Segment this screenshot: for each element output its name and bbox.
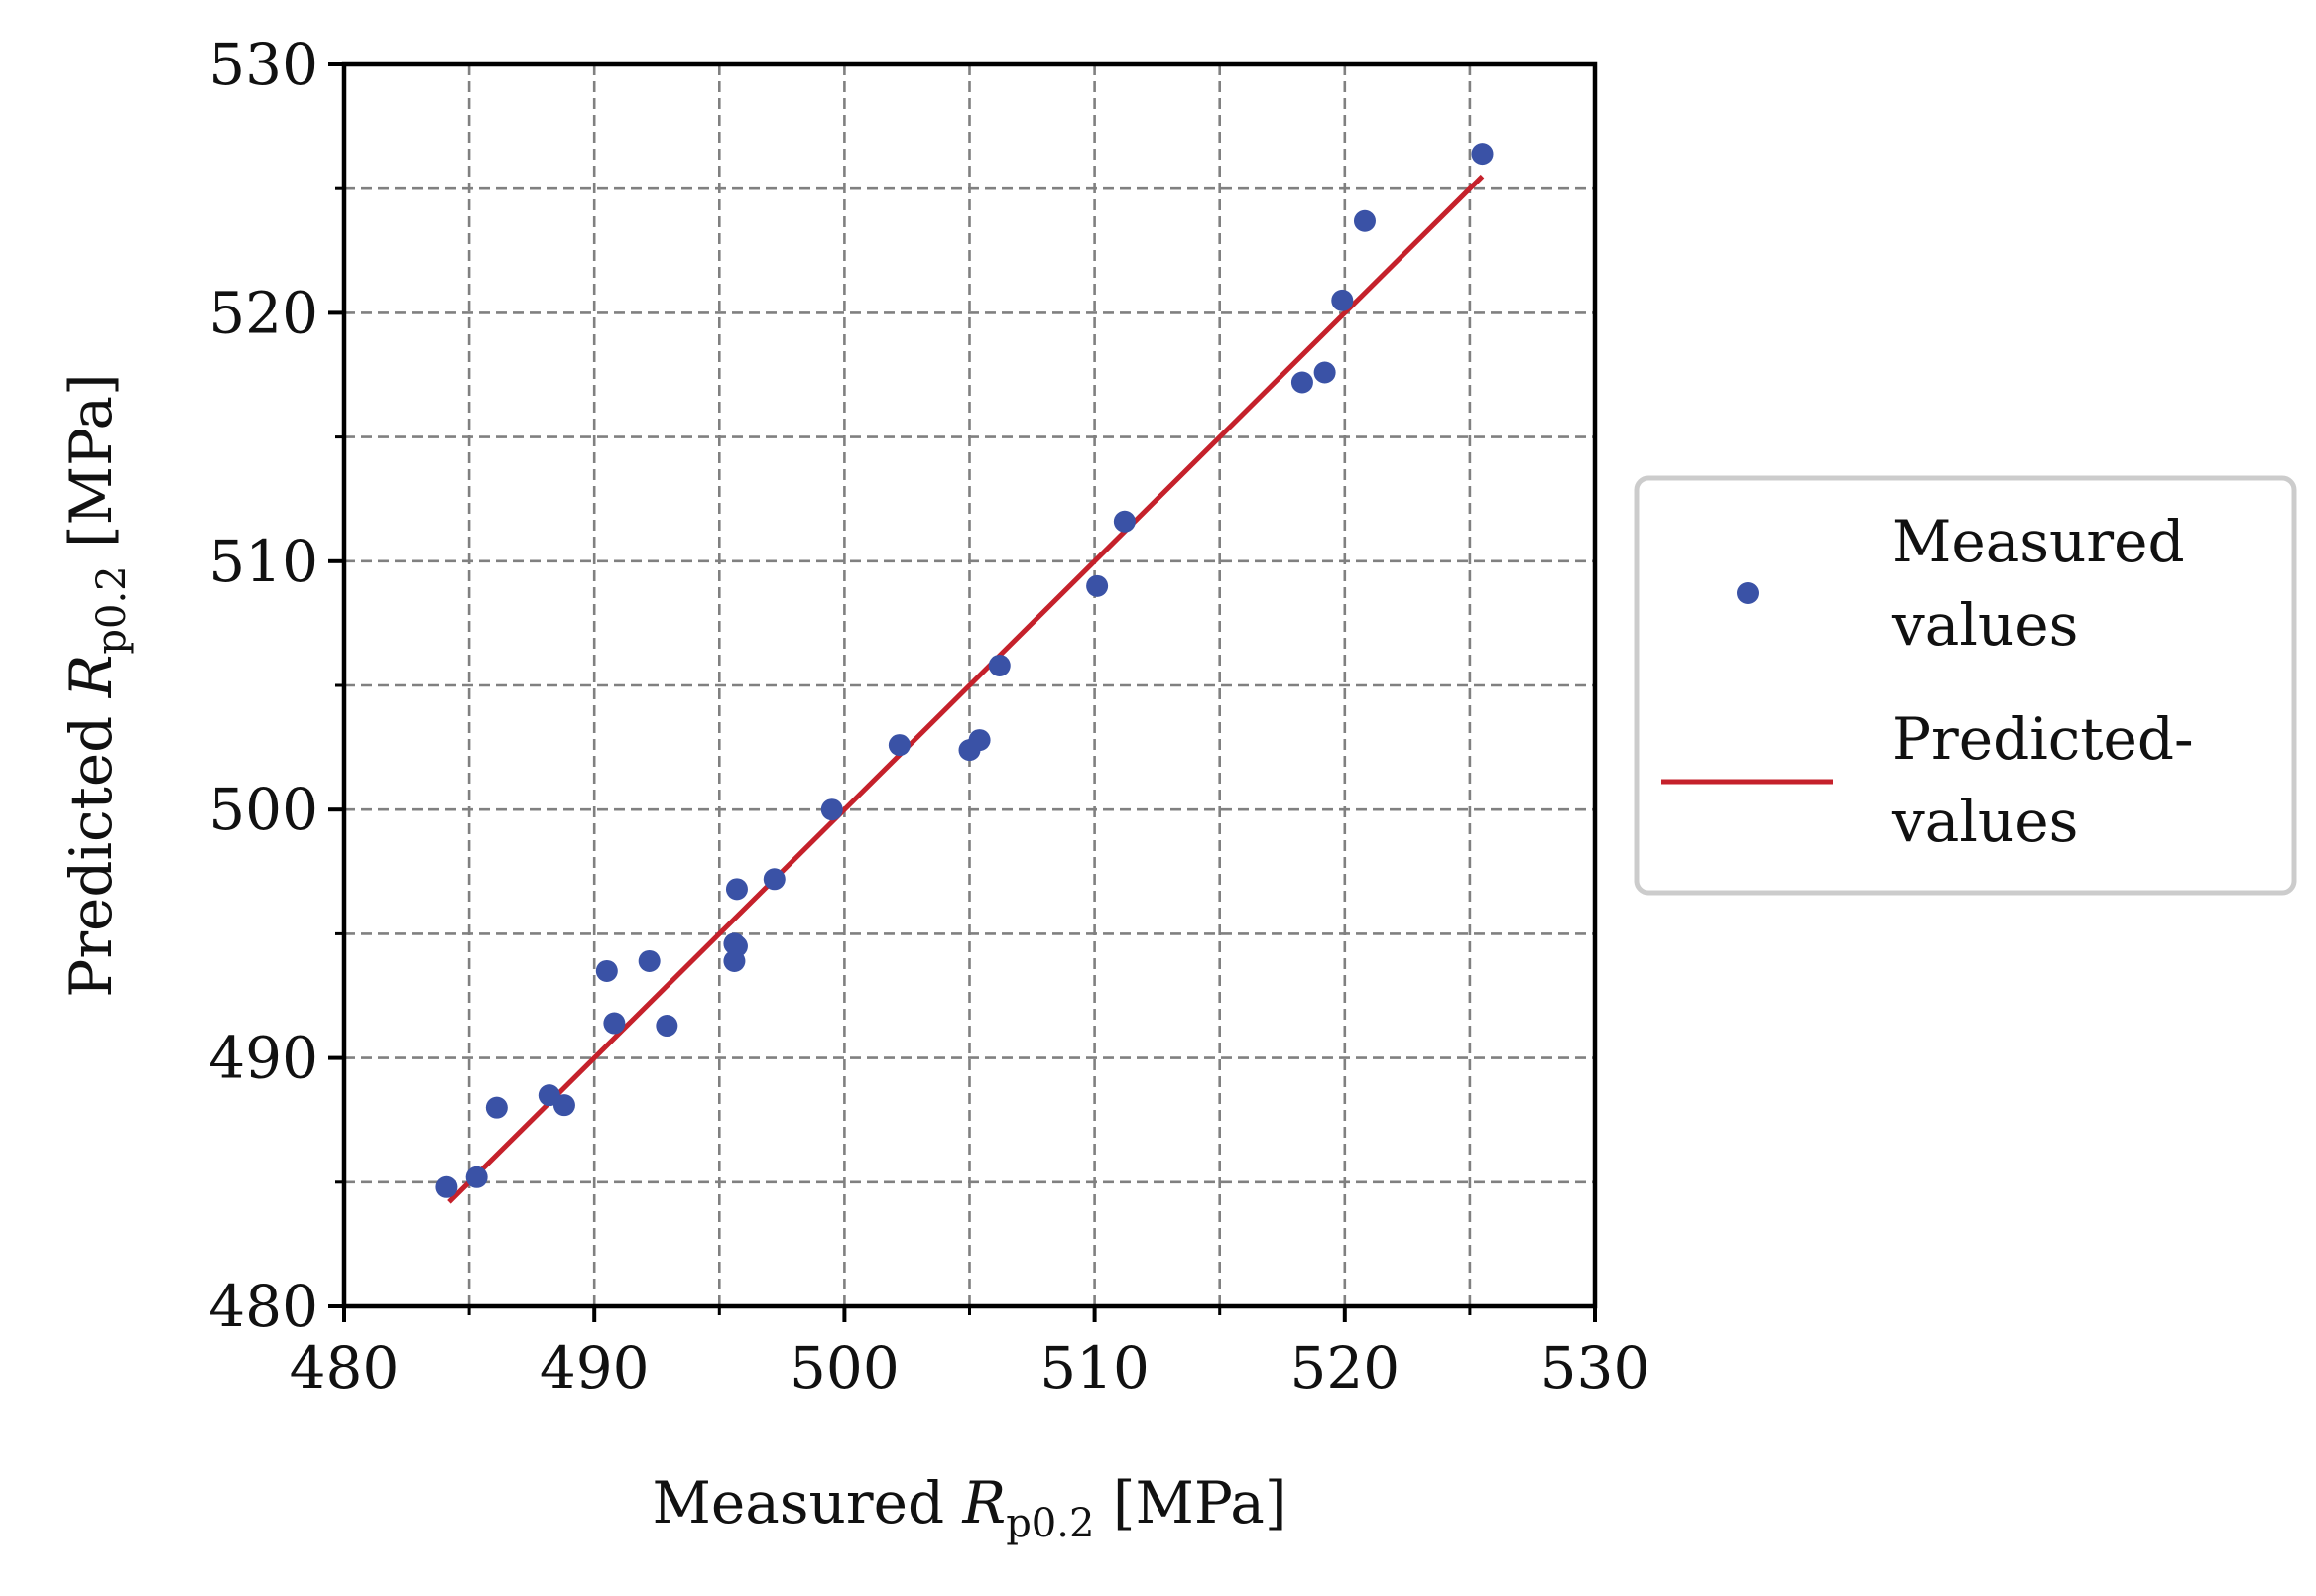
legend-box (1634, 475, 2297, 896)
legend-label-predicted: Predicted- values (1891, 705, 2212, 855)
data-point (988, 654, 1011, 676)
data-point (725, 934, 748, 957)
y-tick-label: 510 (208, 528, 318, 595)
data-point (763, 868, 786, 891)
data-point (595, 959, 618, 982)
data-point (638, 949, 661, 972)
data-point (1113, 510, 1136, 533)
data-point (725, 878, 748, 901)
data-point (485, 1096, 508, 1119)
fit-line-layer (447, 174, 1485, 1204)
x-tick-label: 490 (540, 1334, 650, 1402)
y-tick-label: 480 (208, 1273, 318, 1340)
grid (344, 64, 1595, 1306)
data-point (465, 1166, 488, 1188)
legend: Measured values Predicted- values (1634, 475, 2297, 896)
x-tick-label: 530 (1540, 1334, 1650, 1402)
x-tick-label: 510 (1039, 1334, 1150, 1402)
y-axis-title: Predicted Rp0.2 [MPa] (58, 373, 135, 997)
data-point (603, 1012, 626, 1035)
data-point (656, 1015, 678, 1038)
y-tick-label: 500 (208, 776, 318, 843)
x-tick-label: 520 (1289, 1334, 1400, 1402)
data-point (968, 729, 991, 752)
x-tick-label: 500 (790, 1334, 900, 1402)
data-point (1331, 289, 1354, 311)
data-point (1086, 574, 1109, 597)
y-tick-label: 530 (208, 31, 318, 98)
x-tick-label: 480 (290, 1334, 400, 1402)
data-point (820, 798, 843, 821)
legend-label-measured: Measured values (1891, 508, 2203, 659)
data-point (1353, 209, 1376, 232)
data-point (1313, 361, 1336, 384)
data-point (552, 1094, 575, 1117)
data-point (888, 734, 911, 757)
data-point (435, 1175, 458, 1198)
data-point (1471, 143, 1494, 166)
scatter-points (435, 143, 1494, 1198)
data-point (1290, 371, 1313, 394)
legend-marker-measured (1737, 582, 1759, 604)
y-tick-label: 520 (208, 279, 318, 346)
x-axis-title: Measured Rp0.2 [MPa] (652, 1469, 1286, 1546)
y-tick-label: 490 (208, 1025, 318, 1092)
predicted-line (447, 174, 1485, 1204)
